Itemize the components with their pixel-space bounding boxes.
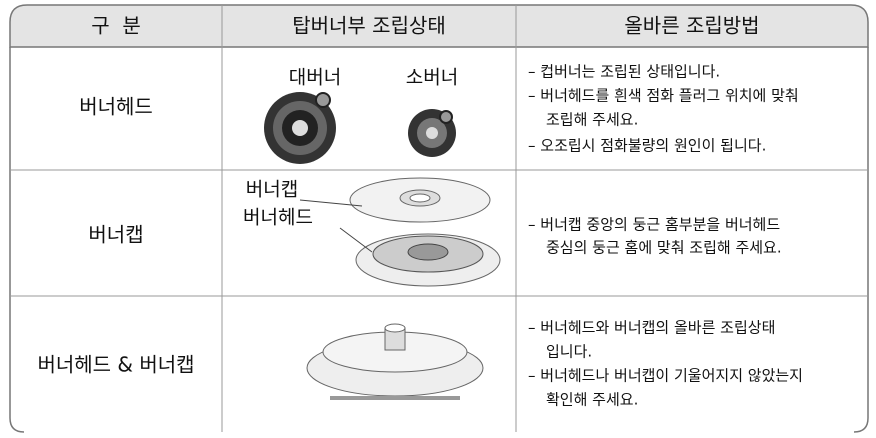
- instruction-line: – 버너헤드나 버너캡이 기울어지지 않았는지: [528, 367, 803, 385]
- instruction-line: 입니다.: [546, 343, 592, 361]
- header-cell: 탑버너부 조립상태: [292, 14, 446, 38]
- instruction-line: – 버너헤드를 흰색 점화 플러그 위치에 맞춰: [528, 87, 799, 105]
- row-label: 버너캡: [88, 223, 143, 247]
- instruction-line: 중심의 둥근 홈에 맞춰 조립해 주세요.: [546, 239, 782, 257]
- frame: [9, 47, 869, 433]
- header-bg: [9, 4, 869, 48]
- row-label: 버너헤드 & 버너캡: [37, 353, 194, 377]
- image-label: 버너캡: [246, 179, 298, 201]
- instruction-line: – 버너캡 중앙의 둥근 홈부분을 버너헤드: [528, 216, 780, 234]
- image-label: 대버너: [289, 67, 341, 89]
- image-label: 버너헤드: [243, 207, 313, 229]
- large-burner-illustration: [264, 92, 336, 164]
- assembled-burner-illustration: [306, 323, 484, 400]
- instruction-line: – 버너헤드와 버너캡의 올바른 조립상태: [528, 319, 775, 337]
- burner-cap-illustration: [299, 177, 501, 287]
- instruction-line: – 컵버너는 조립된 상태입니다.: [528, 63, 720, 81]
- instruction-line: 조립해 주세요.: [546, 111, 638, 129]
- small-burner-illustration: [408, 109, 456, 157]
- header-cell: 올바른 조립방법: [624, 14, 759, 38]
- instruction-line: – 오조립시 점화불량의 원인이 됩니다.: [528, 137, 766, 155]
- row-label: 버너헤드: [79, 95, 153, 119]
- header-cell: 구 분: [91, 14, 141, 38]
- image-label: 소버너: [406, 67, 458, 89]
- instruction-line: 확인해 주세요.: [546, 391, 638, 409]
